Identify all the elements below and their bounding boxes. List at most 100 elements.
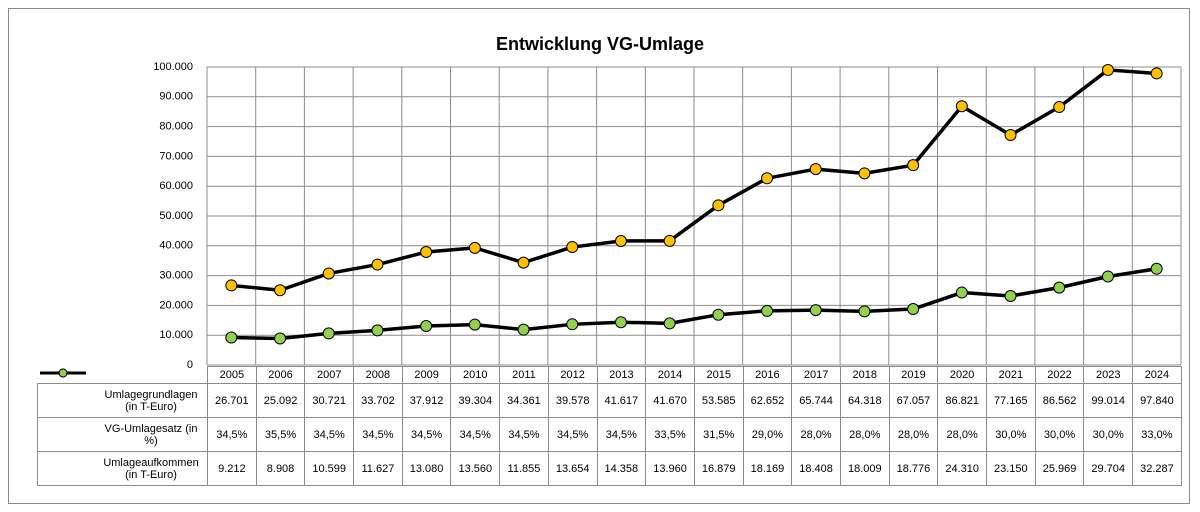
table-value: 18.009 xyxy=(839,451,890,486)
series-marker xyxy=(1150,67,1163,80)
legend-cell: Umlagegrundlagen (in T-Euro) xyxy=(37,368,208,418)
table-value: 25.969 xyxy=(1034,451,1085,486)
table-value: 28,0% xyxy=(791,417,841,452)
x-tick-label: 2008 xyxy=(353,366,403,384)
y-tick-label: 100.000 xyxy=(153,61,193,73)
table-value: 35,5% xyxy=(255,417,306,452)
legend-cell: Umlageaufkommen (in T-Euro) xyxy=(37,368,208,486)
series-marker xyxy=(663,317,676,330)
table-value: 53.585 xyxy=(693,383,744,418)
table-value: 29.704 xyxy=(1083,451,1134,486)
table-value: 33,0% xyxy=(1132,417,1182,452)
table-value: 16.879 xyxy=(693,451,744,486)
x-tick-label: 2024 xyxy=(1132,366,1182,384)
year-row: 2005 2006 2007 2008 2009 2010 2011 2012 2013 2014… xyxy=(38,366,1182,384)
series-marker xyxy=(225,279,238,292)
table-value: 24.310 xyxy=(937,451,987,486)
table-value: 39.304 xyxy=(450,383,501,418)
data-table: 2005 2006 2007 2008 2009 2010 2011 2012 2013 2014… xyxy=(37,366,1182,486)
series-marker xyxy=(809,304,822,317)
table-value: 30,0% xyxy=(1034,417,1085,452)
table-value: 8.908 xyxy=(255,451,306,486)
table-value: 34.361 xyxy=(499,383,549,418)
series-marker xyxy=(517,323,530,336)
table-value: 37.912 xyxy=(401,383,452,418)
x-tick-label: 2018 xyxy=(839,366,890,384)
table-value: 11.627 xyxy=(353,451,403,486)
x-tick-label: 2012 xyxy=(547,366,598,384)
table-value: 30,0% xyxy=(1083,417,1134,452)
x-tick-label: 2005 xyxy=(207,366,257,384)
series-marker xyxy=(614,316,627,329)
table-value: 34,5% xyxy=(596,417,647,452)
table-value: 14.358 xyxy=(596,451,647,486)
y-tick-label: 70.000 xyxy=(159,150,193,162)
table-row: Umlageaufkommen (in T-Euro) 9.212 8.908 10.… xyxy=(37,368,1182,486)
series-marker xyxy=(955,286,968,299)
table-value: 34,5% xyxy=(499,417,549,452)
series-marker xyxy=(517,256,530,269)
table-value: 11.855 xyxy=(499,451,549,486)
table-value: 65.744 xyxy=(791,383,841,418)
table-value: 34,5% xyxy=(207,417,257,452)
table-value: 86.562 xyxy=(1034,383,1085,418)
table-value: 25.092 xyxy=(255,383,306,418)
table-value: 97.840 xyxy=(1132,383,1182,418)
table-value: 32.287 xyxy=(1132,451,1182,486)
series-marker xyxy=(274,284,287,297)
x-tick-label: 2016 xyxy=(742,366,793,384)
table-value: 34,5% xyxy=(401,417,452,452)
series-marker xyxy=(371,258,384,271)
x-tick-label: 2021 xyxy=(986,366,1036,384)
y-tick-label: 50.000 xyxy=(159,210,193,222)
series-marker xyxy=(322,267,335,280)
table-value: 18.408 xyxy=(791,451,841,486)
series-line xyxy=(231,68,1157,292)
y-tick-label: 90.000 xyxy=(159,91,193,103)
x-tick-label: 2013 xyxy=(596,366,647,384)
table-value: 10.599 xyxy=(304,451,355,486)
series-marker xyxy=(225,331,238,344)
table-value: 33,5% xyxy=(645,417,695,452)
table-value: 28,0% xyxy=(888,417,939,452)
series-marker xyxy=(1004,290,1017,303)
table-value: 30,0% xyxy=(986,417,1036,452)
table-value: 28,0% xyxy=(839,417,890,452)
series-marker xyxy=(1053,101,1066,114)
table-row: Umlagegrundlagen (in T-Euro) 26.701 25.092… xyxy=(37,368,1182,418)
table-value: 23.150 xyxy=(986,451,1036,486)
series-marker xyxy=(761,304,774,317)
table-value: 13.960 xyxy=(645,451,695,486)
x-tick-label: 2015 xyxy=(693,366,744,384)
series-marker xyxy=(468,318,481,331)
chart-frame xyxy=(8,8,1190,504)
series-marker xyxy=(858,167,871,180)
table-value: 29,0% xyxy=(742,417,793,452)
table-row: VG-Umlagesatz (in %) 34,5% 35,5% 34,5% 34,5%… xyxy=(37,417,1182,452)
legend-label: Umlageaufkommen (in T-Euro) xyxy=(103,456,199,481)
table-value: 39.578 xyxy=(547,383,598,418)
legend-cell: VG-Umlagesatz (in %) xyxy=(37,417,208,452)
table-value: 62.652 xyxy=(742,383,793,418)
y-tick-label: 30.000 xyxy=(159,270,193,282)
table-value: 13.654 xyxy=(547,451,598,486)
x-tick-label: 2006 xyxy=(255,366,306,384)
series-marker xyxy=(1053,281,1066,294)
series-marker xyxy=(712,308,725,321)
legend-label: VG-Umlagesatz (in %) xyxy=(104,422,198,447)
table-value: 86.821 xyxy=(937,383,987,418)
series-marker xyxy=(468,241,481,254)
y-tick-label: 0 xyxy=(187,359,193,371)
table-value: 34,5% xyxy=(353,417,403,452)
legend-label: Umlagegrundlagen (in T-Euro) xyxy=(104,388,198,413)
series-line xyxy=(231,267,1157,341)
x-tick-label: 2011 xyxy=(499,366,549,384)
series-marker xyxy=(566,241,579,254)
series-marker xyxy=(420,320,433,333)
table-value: 31,5% xyxy=(693,417,744,452)
x-tick-label: 2017 xyxy=(791,366,841,384)
series-marker xyxy=(1004,129,1017,142)
x-tick-label: 2007 xyxy=(304,366,355,384)
series-marker xyxy=(614,234,627,247)
